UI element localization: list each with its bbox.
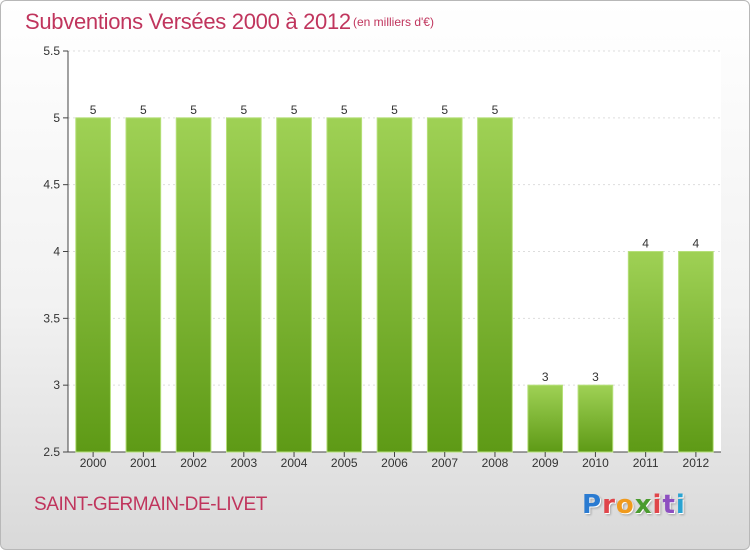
bar-value-label: 3 <box>542 370 549 384</box>
y-tick-label: 3.5 <box>43 311 60 325</box>
x-tick-label: 2004 <box>281 456 308 470</box>
y-tick-label: 5.5 <box>43 44 60 58</box>
bar-value-label: 5 <box>341 103 348 117</box>
bar-value-label: 4 <box>693 237 700 251</box>
bar <box>75 117 111 453</box>
x-tick-label: 2003 <box>230 456 257 470</box>
x-tick-label: 2006 <box>381 456 408 470</box>
bar-value-label: 5 <box>291 103 298 117</box>
bar <box>225 117 262 453</box>
bar <box>477 117 513 453</box>
bar-value-label: 5 <box>441 103 448 117</box>
commune-name: SAINT-GERMAIN-DE-LIVET <box>34 494 267 515</box>
x-tick-label: 2008 <box>482 456 509 470</box>
bar <box>326 117 363 453</box>
bar <box>276 117 312 453</box>
bar <box>577 384 614 453</box>
x-tick-label: 2012 <box>683 456 710 470</box>
bar-value-label: 5 <box>492 103 499 117</box>
y-tick-label: 3 <box>53 378 60 392</box>
bar <box>627 251 664 453</box>
bar-value-label: 5 <box>240 103 247 117</box>
proxiti-logo: Proxiti <box>582 490 686 520</box>
y-tick-label: 2.5 <box>43 445 60 459</box>
x-tick-label: 2000 <box>80 456 107 470</box>
x-tick-label: 2002 <box>180 456 207 470</box>
y-tick-label: 4.5 <box>43 178 60 192</box>
x-tick-label: 2010 <box>582 456 609 470</box>
bar-value-label: 5 <box>140 103 147 117</box>
x-tick-label: 2001 <box>130 456 157 470</box>
bar-value-label: 5 <box>90 103 97 117</box>
bar <box>376 117 413 453</box>
bar-value-label: 5 <box>190 103 197 117</box>
bar-value-label: 4 <box>642 237 649 251</box>
x-tick-label: 2009 <box>532 456 559 470</box>
bar-value-label: 5 <box>391 103 398 117</box>
bar-value-label: 3 <box>592 370 599 384</box>
x-tick-label: 2011 <box>633 456 659 470</box>
bar <box>175 117 212 453</box>
bar <box>426 117 463 453</box>
bar <box>125 117 162 453</box>
bar <box>527 384 564 453</box>
x-tick-label: 2005 <box>331 456 358 470</box>
bar <box>678 251 714 453</box>
unit-note: (en milliers d'€) <box>353 15 434 29</box>
y-tick-label: 4 <box>53 245 60 259</box>
y-tick-label: 5 <box>53 111 60 125</box>
x-tick-label: 2007 <box>431 456 458 470</box>
chart-title: Subventions Versées 2000 à 2012 <box>25 9 351 34</box>
